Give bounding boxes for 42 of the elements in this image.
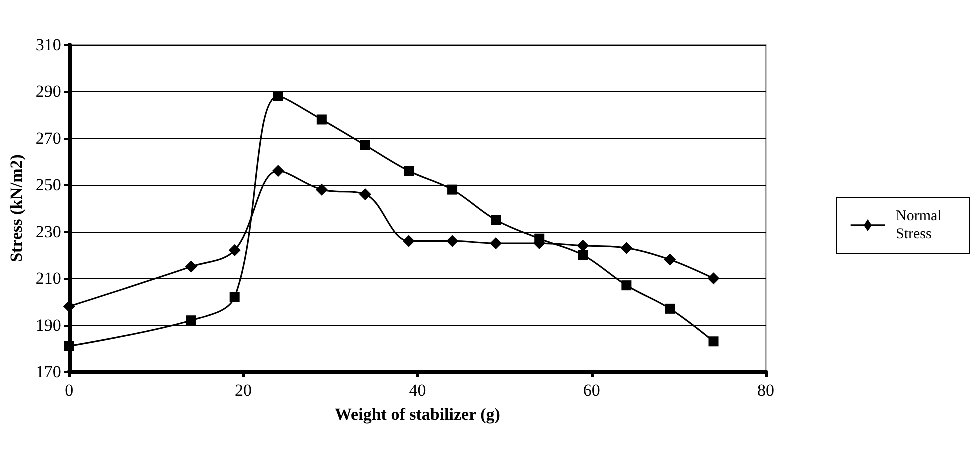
point xyxy=(578,250,588,260)
point xyxy=(64,341,74,352)
point xyxy=(490,238,502,250)
point xyxy=(404,166,414,176)
point xyxy=(491,215,502,226)
x-tick-label: 40 xyxy=(409,381,426,400)
y-tick-label: 170 xyxy=(36,362,62,382)
x-tick-label: 80 xyxy=(758,381,774,400)
point xyxy=(185,260,198,273)
y-tick-label: 190 xyxy=(36,316,62,335)
y-tick-label: 310 xyxy=(36,36,62,54)
y-tick-label: 250 xyxy=(36,176,62,195)
x-tick-label: 20 xyxy=(235,381,252,400)
point xyxy=(577,240,590,252)
x-tick-label: 60 xyxy=(583,381,600,400)
point xyxy=(665,304,676,314)
point xyxy=(228,244,241,257)
point xyxy=(664,254,676,266)
point xyxy=(186,316,196,326)
x-tick-label: 0 xyxy=(65,381,74,400)
point xyxy=(273,91,284,102)
point xyxy=(448,184,458,195)
y-tick-label: 210 xyxy=(36,269,62,288)
point xyxy=(708,272,720,285)
point xyxy=(622,280,632,291)
point xyxy=(360,140,370,150)
y-tick-label: 230 xyxy=(36,222,62,242)
point xyxy=(316,114,327,125)
legend-label: Normal Stress xyxy=(896,208,946,242)
point xyxy=(620,242,633,254)
point xyxy=(272,165,284,178)
y-tick-label: 290 xyxy=(36,82,62,102)
y-tick-label: 270 xyxy=(36,128,62,148)
point xyxy=(63,300,76,313)
y-axis-title: Stress (kN/m2) xyxy=(7,154,26,262)
point xyxy=(316,184,328,196)
x-axis-title: Weight of stabilizer (g) xyxy=(334,405,500,424)
point xyxy=(359,188,372,200)
point xyxy=(230,292,240,302)
point xyxy=(708,336,719,347)
point xyxy=(446,235,459,248)
point xyxy=(402,235,415,248)
